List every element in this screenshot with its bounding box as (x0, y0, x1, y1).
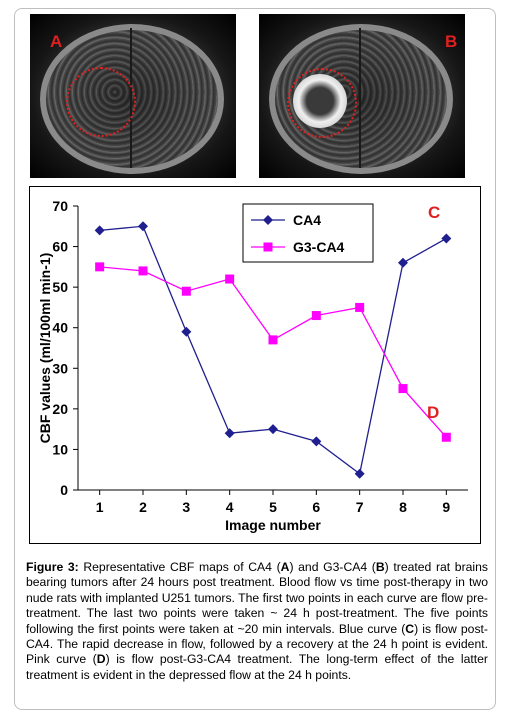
legend-label: G3-CA4 (293, 239, 345, 255)
x-tick-label: 7 (356, 499, 364, 515)
data-point-g3-ca4 (181, 286, 191, 296)
data-point-g3-ca4 (398, 384, 408, 394)
tumor-roi-circle (287, 68, 357, 138)
panel-label-b: B (445, 32, 458, 51)
x-tick-label: 8 (399, 499, 407, 515)
annotation-label-d: D (427, 403, 439, 422)
data-point-ca4 (311, 436, 322, 447)
caption-text-4: ) is flow post-CA4. The rapid decrease i… (26, 621, 488, 667)
y-tick-label: 30 (52, 360, 68, 376)
data-point-g3-ca4 (355, 302, 365, 312)
legend-box (242, 203, 374, 263)
legend-marker (263, 215, 273, 225)
y-tick-label: 60 (52, 239, 68, 255)
y-axis-label: CBF values (ml/100ml min-1) (37, 253, 53, 444)
x-tick-label: 4 (226, 499, 234, 515)
figure-label: Figure 3: (26, 560, 79, 574)
y-tick-label: 50 (52, 279, 68, 295)
data-point-g3-ca4 (225, 274, 235, 284)
tumor-roi-circle (66, 67, 136, 137)
data-point-ca4 (268, 424, 278, 435)
cbf-line-chart: 0 10 20 30 40 50 60 70 1 2 3 4 5 6 7 8 9 Image number CBF … (29, 186, 481, 544)
caption-ref-c: C (405, 621, 415, 636)
x-tick-label: 3 (182, 499, 190, 515)
x-axis-label: Image number (225, 517, 321, 533)
caption-text-5: ) is flow post-G3-CA4 treatment. The lon… (26, 652, 488, 682)
y-tick-label: 40 (52, 320, 68, 336)
y-tick-label: 10 (52, 441, 68, 457)
caption-ref-b: B (375, 560, 385, 574)
data-point-ca4 (138, 221, 148, 232)
data-point-g3-ca4 (441, 432, 451, 442)
midline (359, 28, 361, 168)
data-point-g3-ca4 (268, 335, 278, 345)
x-tick-label: 6 (312, 499, 320, 515)
cbf-map-a: A (30, 14, 236, 178)
caption-text-2: ) and G3-CA4 ( (289, 560, 376, 574)
data-point-g3-ca4 (311, 311, 321, 321)
data-point-ca4 (441, 233, 452, 244)
annotation-label-c: C (428, 203, 440, 222)
cbf-map-b: B (259, 14, 465, 178)
legend-marker (263, 242, 273, 252)
series-line-g3-ca4 (99, 266, 447, 438)
y-tick-label: 20 (52, 401, 68, 417)
legend-label: CA4 (293, 212, 321, 228)
chart-svg: 0 10 20 30 40 50 60 70 1 2 3 4 5 6 7 8 9 Image number CBF … (37, 198, 468, 533)
data-point-g3-ca4 (138, 266, 148, 276)
series-line-ca4 (99, 225, 447, 475)
figure-frame (14, 8, 496, 710)
data-point-ca4 (224, 428, 235, 439)
caption-ref-d: D (96, 652, 106, 667)
panel-label-a: A (50, 32, 63, 51)
figure-caption: Figure 3: Representative CBF maps of CA4… (26, 560, 488, 683)
caption-ref-a: A (280, 560, 290, 574)
x-tick-label: 1 (96, 499, 104, 515)
data-point-ca4 (181, 326, 192, 337)
y-tick-label: 0 (60, 482, 68, 498)
x-tick-label: 2 (139, 499, 147, 515)
x-tick-label: 9 (442, 499, 450, 515)
caption-text-3: ) treated rat brains bearing tumors afte… (26, 560, 489, 636)
caption-text-1: Representative CBF maps of CA4 ( (78, 560, 281, 574)
y-tick-label: 70 (52, 198, 68, 214)
x-tick-label: 5 (269, 499, 277, 515)
data-point-g3-ca4 (95, 262, 105, 272)
data-point-ca4 (398, 257, 408, 268)
data-point-ca4 (354, 468, 365, 479)
data-point-ca4 (94, 225, 105, 236)
